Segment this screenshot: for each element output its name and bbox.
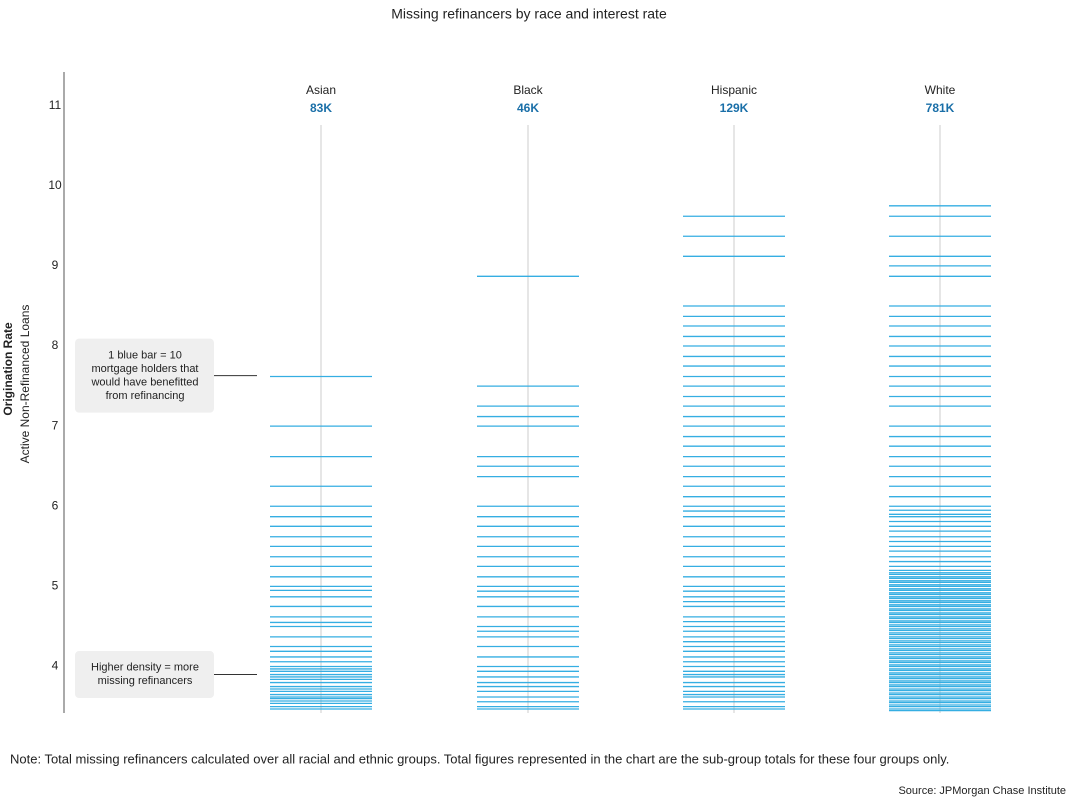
category-total: 781K [926,101,955,115]
source: Source: JPMorgan Chase Institute [898,785,1066,797]
annotation-text: 1 blue bar = 10 [108,349,182,361]
y-tick-label: 5 [52,579,59,593]
category-label: Asian [306,83,336,97]
category-label: White [925,83,956,97]
y-tick-label: 10 [48,178,62,192]
annotation-text: mortgage holders that [91,363,198,375]
annotation-text: missing refinancers [98,675,193,687]
y-axis-label: Origination Rate [1,322,15,416]
note: Note: Total missing refinancers calculat… [10,751,949,766]
y-tick-label: 6 [52,498,59,512]
y-tick-label: 7 [52,418,59,432]
y-axis-sublabel: Active Non-Refinanced Loans [18,305,32,464]
category-total: 129K [720,101,749,115]
y-tick-label: 11 [49,98,62,112]
category-label: Black [513,83,543,97]
category-label: Hispanic [711,83,757,97]
annotation-text: Higher density = more [91,662,199,674]
annotation-text: would have benefitted [90,376,198,388]
y-tick-label: 9 [52,258,59,272]
annotation-box [75,651,214,699]
category-total: 83K [310,101,332,115]
chart-title: Missing refinancers by race and interest… [391,6,667,22]
annotation-box [75,338,214,413]
annotation-text: from refinancing [106,390,185,402]
y-tick-label: 8 [52,338,59,352]
category-total: 46K [517,101,539,115]
y-tick-label: 4 [52,659,59,673]
